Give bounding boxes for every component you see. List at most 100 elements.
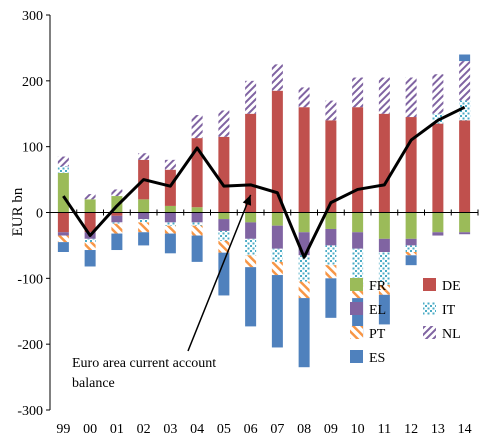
bar-it-14 [459, 100, 471, 121]
bar-fr-08 [298, 212, 310, 233]
bar-it-10 [352, 248, 364, 285]
bar-el-10 [352, 232, 364, 249]
legend-label-pt: PT [369, 327, 386, 342]
legend-label-de: DE [442, 279, 461, 294]
x-tick-label: 04 [190, 422, 204, 437]
bar-fr-10 [352, 212, 364, 233]
bar-es-06 [245, 267, 257, 327]
bar-it-07 [271, 248, 283, 262]
bar-es-11 [378, 294, 390, 325]
bar-nl-12 [405, 77, 417, 118]
bar-es-04 [191, 235, 203, 262]
bars-layer [57, 54, 471, 368]
bar-pt-04 [191, 225, 203, 236]
axes-layer: -300 -200 -100 0 100 200 300 99 00 01 02 03 04 05 06 07… [17, 9, 479, 437]
bar-pt-12 [405, 252, 417, 256]
bar-it-06 [245, 238, 257, 256]
bar-fr-99 [57, 173, 69, 213]
bar-el-06 [245, 222, 257, 239]
annotation-layer: Euro area current account balance [72, 194, 252, 391]
x-tick-label: 07 [270, 422, 284, 437]
bar-el-14 [459, 232, 471, 235]
bar-el-07 [271, 225, 283, 249]
x-tick-label: 00 [83, 422, 97, 437]
x-tick-label: 06 [244, 422, 258, 437]
x-tick-label: 14 [458, 422, 472, 437]
bar-fr-13 [432, 212, 444, 233]
bar-es-10 [352, 298, 364, 338]
bar-de-05 [218, 136, 230, 213]
bar-el-08 [298, 232, 310, 256]
bar-es-08 [298, 298, 310, 368]
bar-de-13 [432, 123, 444, 213]
legend-swatch-es [350, 350, 363, 363]
bar-es-99 [57, 242, 69, 252]
legend-swatch-de [423, 278, 436, 291]
bar-nl-11 [378, 77, 390, 114]
y-tick-label: -200 [17, 338, 43, 353]
bar-nl-00 [84, 194, 96, 200]
bar-pt-02 [138, 222, 150, 233]
bar-nl-04 [191, 115, 203, 139]
bar-es-03 [164, 233, 176, 254]
bar-pt-99 [57, 235, 69, 243]
bar-es-00 [84, 250, 96, 267]
y-tick-label: -300 [17, 404, 43, 419]
bar-pt-00 [84, 242, 96, 251]
annotation-text-line: Euro area current account [72, 356, 216, 371]
bar-fr-00 [84, 199, 96, 213]
bar-nl-02 [138, 153, 150, 160]
y-tick-label: -100 [17, 272, 43, 287]
x-tick-label: 05 [217, 422, 231, 437]
bar-pt-01 [111, 223, 123, 234]
bar-nl-10 [352, 77, 364, 108]
x-tick-label: 12 [404, 422, 418, 437]
x-tick-label: 99 [56, 422, 70, 437]
legend: FR DE EL IT PT NL ES [350, 278, 461, 366]
bar-pt-03 [164, 225, 176, 234]
bar-el-04 [191, 212, 203, 223]
bar-fr-04 [191, 207, 203, 213]
bar-it-08 [298, 255, 310, 282]
bar-it-03 [164, 222, 176, 226]
bar-nl-07 [271, 64, 283, 91]
bar-pt-07 [271, 261, 283, 276]
bar-it-04 [191, 222, 203, 226]
bar-es-01 [111, 233, 123, 251]
bar-de-14 [459, 120, 471, 213]
bar-el-12 [405, 238, 417, 246]
bar-de-10 [352, 107, 364, 213]
bar-de-11 [378, 113, 390, 213]
bar-es-07 [271, 275, 283, 348]
legend-swatch-el [350, 302, 363, 315]
bar-nl-03 [164, 159, 176, 170]
bar-it-11 [378, 252, 390, 285]
bar-el-13 [432, 232, 444, 236]
legend-swatch-pt [350, 326, 363, 339]
line-layer [62, 105, 466, 259]
bar-pt-05 [218, 240, 230, 253]
bar-es-14 [459, 54, 471, 62]
bar-de-99 [57, 212, 69, 233]
bar-pt-10 [352, 284, 364, 299]
bar-fr-02 [138, 199, 150, 213]
bar-it-01 [111, 222, 123, 224]
x-tick-label: 10 [351, 422, 365, 437]
bar-es-05 [218, 252, 230, 296]
bar-pt-09 [325, 265, 337, 279]
bar-de-08 [298, 107, 310, 213]
bar-fr-12 [405, 212, 417, 239]
bar-it-99 [57, 166, 69, 173]
bar-fr-11 [378, 212, 390, 239]
bar-de-07 [271, 90, 283, 213]
x-tick-label: 02 [137, 422, 151, 437]
bar-pt-06 [245, 255, 257, 268]
series-line-euro-area-balance [62, 105, 466, 259]
bar-es-02 [138, 232, 150, 246]
bar-de-12 [405, 117, 417, 213]
bar-es-12 [405, 255, 417, 266]
bar-de-06 [245, 113, 257, 213]
bar-fr-09 [325, 212, 337, 229]
y-tick-label: 0 [36, 207, 43, 222]
legend-label-el: EL [369, 303, 386, 318]
